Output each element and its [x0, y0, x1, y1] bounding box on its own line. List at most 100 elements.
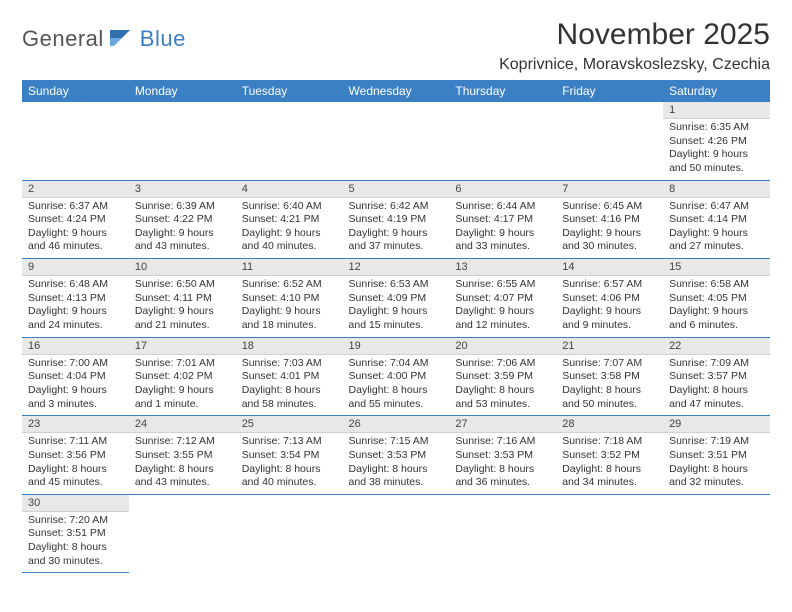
- calendar-cell: 5Sunrise: 6:42 AMSunset: 4:19 PMDaylight…: [343, 180, 450, 259]
- calendar-cell: [236, 102, 343, 180]
- day-number: 22: [663, 338, 770, 355]
- calendar-cell: 17 Sunrise: 7:01 AMSunset: 4:02 PMDayligh…: [129, 337, 236, 416]
- day-details: Sunrise: 6:40 AMSunset: 4:21 PMDaylight:…: [236, 198, 343, 259]
- daylight: Daylight: 9 hours and 12 minutes.: [455, 305, 550, 332]
- day-number: 11: [236, 259, 343, 276]
- calendar-week: 1Sunrise: 6:35 AMSunset: 4:26 PMDaylight…: [22, 102, 770, 180]
- calendar-cell: 22Sunrise: 7:09 AMSunset: 3:57 PMDayligh…: [663, 337, 770, 416]
- calendar-cell: [449, 494, 556, 573]
- daylight: Daylight: 8 hours and 45 minutes.: [28, 463, 123, 490]
- logo-text-general: General: [22, 26, 104, 52]
- col-tuesday: Tuesday: [236, 80, 343, 102]
- sunset: Sunset: 4:13 PM: [28, 292, 123, 306]
- sunset: Sunset: 4:24 PM: [28, 213, 123, 227]
- sunrise: Sunrise: 7:13 AM: [242, 435, 337, 449]
- sunset: Sunset: 3:57 PM: [669, 370, 764, 384]
- calendar-cell: 28Sunrise: 7:18 AMSunset: 3:52 PMDayligh…: [556, 416, 663, 495]
- calendar-cell: 27Sunrise: 7:16 AMSunset: 3:53 PMDayligh…: [449, 416, 556, 495]
- calendar-cell: 11Sunrise: 6:52 AMSunset: 4:10 PMDayligh…: [236, 259, 343, 338]
- calendar-week: 9Sunrise: 6:48 AMSunset: 4:13 PMDaylight…: [22, 259, 770, 338]
- daylight: Daylight: 8 hours and 36 minutes.: [455, 463, 550, 490]
- calendar-cell: 8Sunrise: 6:47 AMSunset: 4:14 PMDaylight…: [663, 180, 770, 259]
- day-number: 16: [22, 338, 129, 355]
- day-number: 24: [129, 416, 236, 433]
- sunset: Sunset: 3:51 PM: [28, 527, 123, 541]
- day-details: Sunrise: 6:47 AMSunset: 4:14 PMDaylight:…: [663, 198, 770, 259]
- day-details: Sunrise: 6:44 AMSunset: 4:17 PMDaylight:…: [449, 198, 556, 259]
- daylight: Daylight: 8 hours and 53 minutes.: [455, 384, 550, 411]
- sunrise: Sunrise: 6:35 AM: [669, 121, 764, 135]
- calendar-cell: 6Sunrise: 6:44 AMSunset: 4:17 PMDaylight…: [449, 180, 556, 259]
- calendar-cell: 15Sunrise: 6:58 AMSunset: 4:05 PMDayligh…: [663, 259, 770, 338]
- day-number: 10: [129, 259, 236, 276]
- day-details: Sunrise: 7:04 AMSunset: 4:00 PMDaylight:…: [343, 355, 450, 416]
- day-details: Sunrise: 7:20 AMSunset: 3:51 PMDaylight:…: [22, 512, 129, 573]
- sunset: Sunset: 3:54 PM: [242, 449, 337, 463]
- sunset: Sunset: 4:06 PM: [562, 292, 657, 306]
- logo: General Blue: [22, 26, 186, 52]
- daylight: Daylight: 9 hours and 50 minutes.: [669, 148, 764, 175]
- day-number: 7: [556, 181, 663, 198]
- calendar-cell: 23Sunrise: 7:11 AMSunset: 3:56 PMDayligh…: [22, 416, 129, 495]
- day-number: 14: [556, 259, 663, 276]
- day-details: Sunrise: 7:03 AMSunset: 4:01 PMDaylight:…: [236, 355, 343, 416]
- calendar-cell: 29Sunrise: 7:19 AMSunset: 3:51 PMDayligh…: [663, 416, 770, 495]
- day-details: Sunrise: 6:58 AMSunset: 4:05 PMDaylight:…: [663, 276, 770, 337]
- sunset: Sunset: 3:51 PM: [669, 449, 764, 463]
- daylight: Daylight: 8 hours and 58 minutes.: [242, 384, 337, 411]
- sunrise: Sunrise: 7:18 AM: [562, 435, 657, 449]
- day-details: Sunrise: 6:52 AMSunset: 4:10 PMDaylight:…: [236, 276, 343, 337]
- daylight: Daylight: 9 hours and 46 minutes.: [28, 227, 123, 254]
- calendar-cell: 13Sunrise: 6:55 AMSunset: 4:07 PMDayligh…: [449, 259, 556, 338]
- title-block: November 2025 Koprivnice, Moravskoslezsk…: [499, 18, 770, 74]
- day-details: Sunrise: 6:37 AMSunset: 4:24 PMDaylight:…: [22, 198, 129, 259]
- day-details: Sunrise: 7:18 AMSunset: 3:52 PMDaylight:…: [556, 433, 663, 494]
- calendar-cell: 3Sunrise: 6:39 AMSunset: 4:22 PMDaylight…: [129, 180, 236, 259]
- day-number: 5: [343, 181, 450, 198]
- day-number: 20: [449, 338, 556, 355]
- sunrise: Sunrise: 6:53 AM: [349, 278, 444, 292]
- calendar-cell: 12Sunrise: 6:53 AMSunset: 4:09 PMDayligh…: [343, 259, 450, 338]
- calendar-cell: [129, 494, 236, 573]
- sunset: Sunset: 3:58 PM: [562, 370, 657, 384]
- sunset: Sunset: 4:00 PM: [349, 370, 444, 384]
- sunset: Sunset: 3:59 PM: [455, 370, 550, 384]
- day-number: 28: [556, 416, 663, 433]
- day-number: 4: [236, 181, 343, 198]
- sunset: Sunset: 4:17 PM: [455, 213, 550, 227]
- day-details: Sunrise: 6:53 AMSunset: 4:09 PMDaylight:…: [343, 276, 450, 337]
- calendar-cell: 10Sunrise: 6:50 AMSunset: 4:11 PMDayligh…: [129, 259, 236, 338]
- daylight: Daylight: 8 hours and 47 minutes.: [669, 384, 764, 411]
- day-number: 18: [236, 338, 343, 355]
- calendar-cell: 16Sunrise: 7:00 AMSunset: 4:04 PMDayligh…: [22, 337, 129, 416]
- col-wednesday: Wednesday: [343, 80, 450, 102]
- daylight: Daylight: 8 hours and 30 minutes.: [28, 541, 123, 568]
- calendar-cell: [343, 494, 450, 573]
- calendar-cell: 2Sunrise: 6:37 AMSunset: 4:24 PMDaylight…: [22, 180, 129, 259]
- sunset: Sunset: 4:02 PM: [135, 370, 230, 384]
- calendar-cell: [236, 494, 343, 573]
- sunset: Sunset: 3:55 PM: [135, 449, 230, 463]
- calendar-cell: 20Sunrise: 7:06 AMSunset: 3:59 PMDayligh…: [449, 337, 556, 416]
- sunset: Sunset: 4:11 PM: [135, 292, 230, 306]
- daylight: Daylight: 8 hours and 55 minutes.: [349, 384, 444, 411]
- day-number: 13: [449, 259, 556, 276]
- sunrise: Sunrise: 6:55 AM: [455, 278, 550, 292]
- calendar-cell: 7Sunrise: 6:45 AMSunset: 4:16 PMDaylight…: [556, 180, 663, 259]
- daylight: Daylight: 8 hours and 34 minutes.: [562, 463, 657, 490]
- daylight: Daylight: 9 hours and 1 minute.: [135, 384, 230, 411]
- day-details: Sunrise: 6:42 AMSunset: 4:19 PMDaylight:…: [343, 198, 450, 259]
- sunset: Sunset: 4:14 PM: [669, 213, 764, 227]
- day-number: 2: [22, 181, 129, 198]
- daylight: Daylight: 9 hours and 40 minutes.: [242, 227, 337, 254]
- sunrise: Sunrise: 7:20 AM: [28, 514, 123, 528]
- day-number: 17: [129, 338, 236, 355]
- col-monday: Monday: [129, 80, 236, 102]
- col-saturday: Saturday: [663, 80, 770, 102]
- sunrise: Sunrise: 7:01 AM: [135, 357, 230, 371]
- day-details: Sunrise: 6:55 AMSunset: 4:07 PMDaylight:…: [449, 276, 556, 337]
- calendar-week: 23Sunrise: 7:11 AMSunset: 3:56 PMDayligh…: [22, 416, 770, 495]
- day-details: Sunrise: 7:00 AMSunset: 4:04 PMDaylight:…: [22, 355, 129, 416]
- sunset: Sunset: 3:53 PM: [349, 449, 444, 463]
- daylight: Daylight: 8 hours and 32 minutes.: [669, 463, 764, 490]
